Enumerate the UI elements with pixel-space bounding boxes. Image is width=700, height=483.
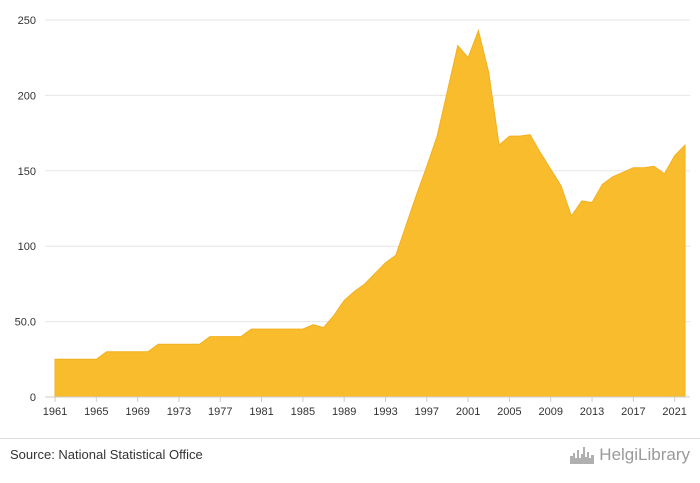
x-tick-label: 1973: [167, 406, 191, 418]
y-tick-label: 100: [18, 241, 36, 253]
brand-name: HelgiLibrary: [599, 445, 690, 464]
x-tick-label: 1985: [291, 406, 315, 418]
y-tick-label: 50.0: [15, 317, 36, 329]
x-axis: 1961 1965 1969 1973 1977 1981 1985 1989 1993 1997…: [43, 397, 687, 418]
x-tick-label: 2017: [621, 406, 645, 418]
x-tick-label: 1989: [332, 406, 356, 418]
x-tick-label: 2005: [497, 406, 521, 418]
x-tick-label: 1981: [249, 406, 273, 418]
x-tick-label: 1993: [373, 406, 397, 418]
x-tick-label: 1997: [415, 406, 439, 418]
series-area: [54, 28, 686, 398]
y-axis: 0 50.0 100 150 200 250: [15, 15, 36, 404]
x-tick-label: 1969: [125, 406, 149, 418]
y-tick-label: 200: [18, 90, 36, 102]
x-tick-label: 1965: [84, 406, 108, 418]
x-tick-label: 1961: [43, 406, 67, 418]
x-tick-label: 2013: [580, 406, 604, 418]
chart-footer: Source: National Statistical Office Helg…: [0, 438, 700, 483]
y-tick-label: 250: [18, 15, 36, 27]
brand-logo[interactable]: HelgiLibrary: [569, 445, 690, 465]
source-note: Source: National Statistical Office: [10, 447, 203, 462]
y-tick-label: 0: [30, 392, 36, 404]
y-tick-label: 150: [18, 166, 36, 178]
x-tick-label: 2009: [538, 406, 562, 418]
x-tick-label: 1977: [208, 406, 232, 418]
x-tick-label: 2001: [456, 406, 480, 418]
x-tick-label: 2021: [662, 406, 686, 418]
city-skyline-icon: [570, 447, 595, 464]
